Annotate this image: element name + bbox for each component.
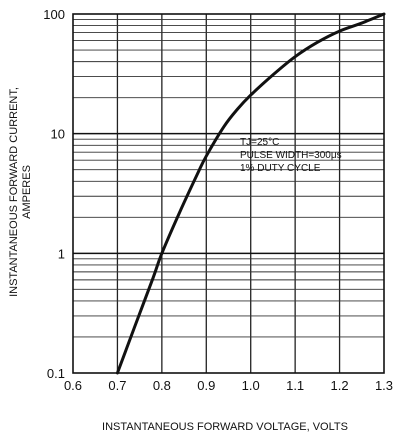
- plot-frame: [72, 13, 385, 374]
- x-tick-label: 1.3: [375, 378, 393, 393]
- x-axis-label: INSTANTANEOUS FORWARD VOLTAGE, VOLTS: [102, 421, 348, 433]
- series-line: [115, 12, 386, 375]
- y-tick-label: 0.1: [47, 366, 65, 381]
- y-axis-label-line1: INSTANTANEOUS FORWARD CURRENT,: [8, 87, 20, 297]
- y-tick-labels: 0.1 1 10 100: [43, 7, 65, 381]
- x-tick-labels: 0.6 0.7 0.8 0.9 1.0 1.1 1.2 1.3: [64, 378, 393, 393]
- y-axis-label-line2: AMPERES: [21, 165, 33, 219]
- y-tick-label: 100: [43, 7, 65, 22]
- x-tick-label: 0.7: [108, 378, 126, 393]
- x-tick-label: 0.9: [197, 378, 215, 393]
- annotation-duty-cycle: 1% DUTY CYCLE: [240, 163, 321, 174]
- annotation-pulse-width: PULSE WIDTH=300μs: [240, 150, 342, 161]
- y-tick-label: 10: [51, 127, 65, 142]
- annotation-temperature: TJ=25°C: [240, 137, 279, 148]
- x-tick-label: 1.2: [331, 378, 349, 393]
- x-tick-label: 0.8: [153, 378, 171, 393]
- x-tick-label: 1.0: [242, 378, 260, 393]
- x-tick-label: 0.6: [64, 378, 82, 393]
- y-tick-label: 1: [58, 246, 65, 261]
- x-tick-label: 1.1: [286, 378, 304, 393]
- grid: [73, 14, 384, 373]
